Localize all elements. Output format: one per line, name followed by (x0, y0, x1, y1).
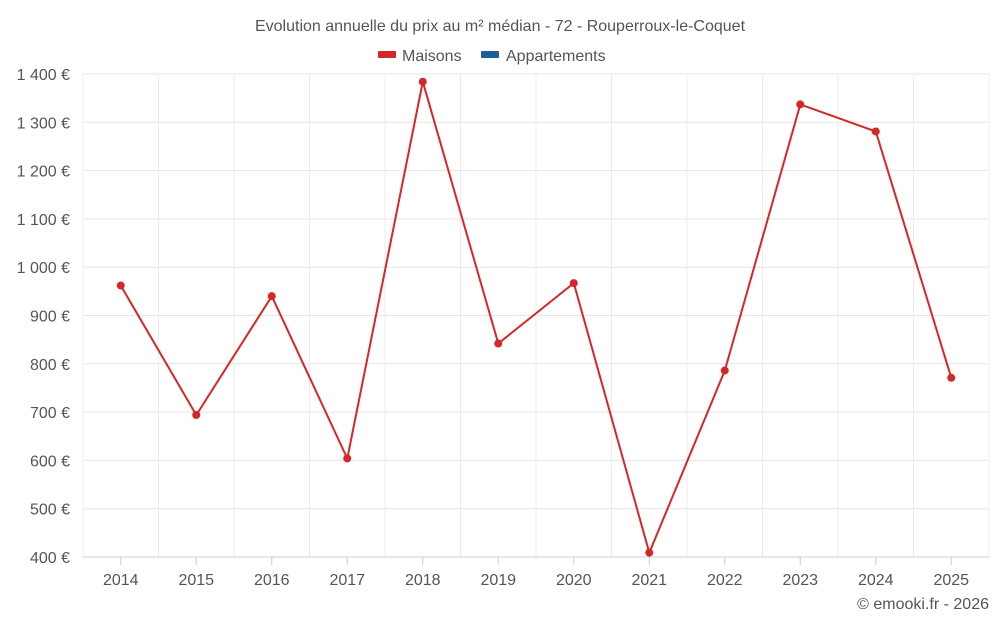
data-point[interactable] (343, 454, 352, 463)
x-tick-label: 2017 (329, 572, 365, 589)
x-tick-label: 2018 (405, 572, 441, 589)
data-point[interactable] (267, 292, 276, 301)
x-tick-label: 2021 (631, 572, 667, 589)
y-tick-label: 1 200 € (17, 164, 70, 181)
legend-label-appartements: Appartements (506, 48, 606, 65)
data-point[interactable] (192, 410, 201, 419)
y-tick-label: 500 € (30, 502, 70, 519)
legend-swatch-appartements (481, 51, 499, 58)
y-tick-label: 600 € (30, 453, 70, 470)
data-point[interactable] (116, 281, 125, 290)
data-point[interactable] (871, 127, 880, 136)
chart-title: Evolution annuelle du prix au m² médian … (255, 18, 746, 35)
legend-item-maisons[interactable]: Maisons (378, 48, 462, 65)
y-tick-label: 1 300 € (17, 115, 70, 132)
grid (82, 73, 990, 557)
data-point[interactable] (947, 373, 956, 382)
legend: Maisons Appartements (378, 48, 606, 65)
y-tick-label: 700 € (30, 405, 70, 422)
y-tick-label: 800 € (30, 357, 70, 374)
x-tick-label: 2022 (707, 572, 743, 589)
credit-text: © emooki.fr - 2026 (857, 596, 989, 613)
data-point[interactable] (494, 339, 503, 348)
x-tick-label: 2019 (480, 572, 516, 589)
legend-item-appartements[interactable]: Appartements (481, 48, 606, 65)
x-axis: 2014 2015 2016 2017 2018 2019 2020 2021 2022 2023… (83, 556, 989, 589)
x-tick-label: 2023 (782, 572, 818, 589)
y-tick-label: 900 € (30, 309, 70, 326)
y-tick-label: 1 100 € (17, 212, 70, 229)
data-point[interactable] (645, 548, 654, 557)
y-tick-label: 1 400 € (17, 67, 70, 84)
x-tick-label: 2015 (178, 572, 214, 589)
plot-area (116, 77, 956, 557)
x-tick-label: 2014 (103, 572, 139, 589)
data-point[interactable] (569, 279, 578, 288)
y-axis: 400 € 500 € 600 € 700 € 800 € 900 € 1 000 € 1 1… (17, 67, 70, 567)
x-tick-label: 2016 (254, 572, 290, 589)
data-point[interactable] (796, 100, 805, 109)
y-tick-label: 1 000 € (17, 260, 70, 277)
legend-label-maisons: Maisons (402, 48, 462, 65)
data-point[interactable] (720, 366, 729, 375)
legend-swatch-maisons (378, 51, 396, 58)
x-tick-label: 2025 (933, 572, 969, 589)
x-tick-label: 2020 (556, 572, 592, 589)
data-point[interactable] (418, 77, 427, 86)
y-tick-label: 400 € (30, 550, 70, 567)
x-tick-label: 2024 (858, 572, 894, 589)
series-line-maisons (119, 80, 953, 554)
